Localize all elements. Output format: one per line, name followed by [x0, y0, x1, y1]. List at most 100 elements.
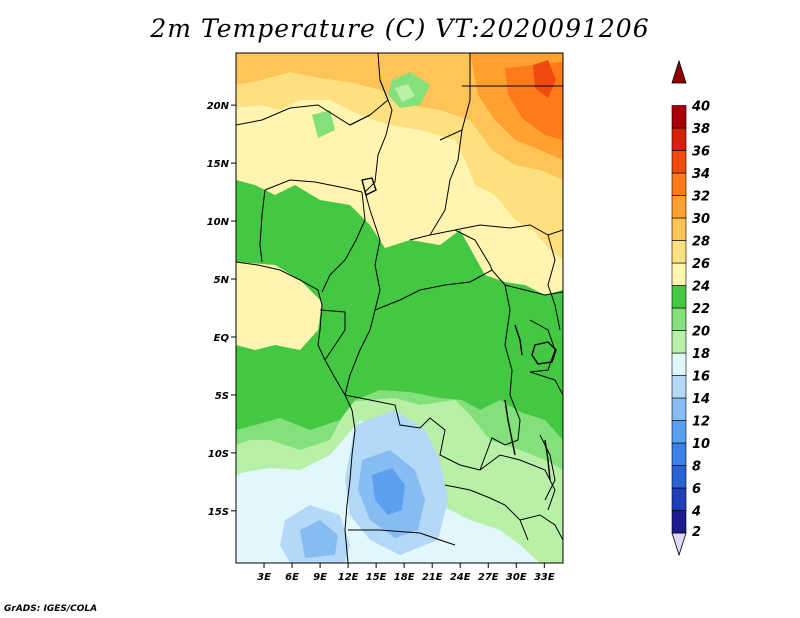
colorbar-label: 2: [692, 525, 701, 540]
colorbar-label: 14: [692, 392, 710, 407]
border-gabon-congo: [319, 309, 346, 361]
lon-tick-label: 18E: [394, 572, 415, 583]
lon-tick-label: 27E: [478, 572, 499, 583]
border-angola-namibia: [348, 529, 456, 546]
colorbar-label: 24: [692, 280, 710, 295]
border-benin: [259, 189, 266, 263]
lon-tick-label: 3E: [257, 572, 271, 583]
colorbar-label: 32: [692, 190, 710, 205]
lon-tick-label: 12E: [338, 572, 359, 583]
border-congo-drc: [344, 309, 376, 396]
lat-tick-label: 5S: [215, 391, 229, 402]
colorbar-label: 8: [692, 460, 701, 475]
colorbar-label: 30: [692, 212, 710, 227]
colorbar-label: 26: [692, 257, 710, 272]
colorbar-box: [671, 240, 687, 264]
colorbar-box: [671, 487, 687, 511]
field-band-36: [533, 60, 556, 98]
border-nigeria-cameroon: [321, 191, 366, 293]
border-southsudan-drc: [504, 284, 563, 296]
border-east-edge: [547, 234, 561, 331]
lake-victoria: [531, 341, 557, 365]
border-mali-niger: [236, 104, 371, 126]
lon-tick-label: 6E: [285, 572, 299, 583]
lon-tick-label: 30E: [506, 572, 527, 583]
colorbar-box: [671, 127, 687, 151]
border-niger-nigeria: [264, 179, 363, 193]
colorbar-label: 10: [692, 437, 710, 452]
colorbar-label: 4: [691, 505, 701, 520]
colorbar-box: [671, 195, 687, 219]
colorbar-box: [671, 330, 687, 354]
colorbar-label: 18: [692, 347, 710, 362]
border-chad-sudan: [409, 129, 463, 241]
colorbar-top-triangle: [671, 59, 687, 84]
border-libya-egypt: [439, 53, 471, 141]
colorbar-box: [671, 262, 687, 286]
colorbar-box: [671, 217, 687, 241]
lake-tanganyika: [504, 399, 516, 456]
lat-tick-label: 10S: [208, 449, 229, 460]
colorbar-bottom-triangle: [671, 532, 687, 557]
lon-tick-label: 15E: [366, 572, 387, 583]
colorbar-box: [671, 172, 687, 196]
border-uganda-kenya: [529, 319, 556, 373]
lake-chad: [361, 177, 377, 197]
colorbar-label: 12: [692, 415, 710, 430]
colorbar-label: 6: [692, 482, 701, 497]
colorbar-box: [671, 150, 687, 174]
colorbar-box: [671, 375, 687, 399]
map-title: 2m Temperature (C) VT:2020091206: [150, 14, 650, 43]
colorbar-label: 20: [692, 325, 710, 340]
lat-tick-label: 10N: [207, 217, 230, 228]
lat-tick-label: EQ: [214, 333, 230, 344]
credit-label: GrADS: IGES/COLA: [4, 604, 98, 614]
border-drc-angola: [344, 394, 481, 471]
border-cameroon-car: [369, 209, 381, 311]
colorbar-box: [671, 420, 687, 444]
lat-tick-label: 20N: [207, 101, 230, 112]
latitude-axis: 20N 15N 10N 5N EQ 5S 10S 15S: [207, 101, 236, 518]
lon-tick-label: 9E: [313, 572, 327, 583]
map-frame: [235, 52, 564, 564]
coastline: [236, 261, 356, 563]
colorbar-label: 22: [692, 302, 710, 317]
border-car-sudan: [429, 229, 493, 271]
field-band-12: [372, 468, 405, 515]
colorbar-box: [671, 442, 687, 466]
lon-tick-label: 33E: [534, 572, 555, 583]
border-zambia: [444, 484, 529, 541]
colorbar-label: 28: [692, 235, 710, 250]
lat-tick-label: 5N: [214, 275, 230, 286]
lake-albert: [514, 324, 523, 356]
field-patch-north-green-2: [395, 84, 415, 102]
border-tanzania: [529, 371, 563, 396]
longitude-axis: 3E 6E 9E 12E 15E 18E 21E 24E 27E 30E 33E: [257, 563, 555, 583]
colorbar-box: [671, 105, 687, 129]
colorbar-box: [671, 465, 687, 489]
border-sudan-southsudan: [454, 224, 563, 236]
lake-malawi: [544, 439, 551, 481]
colorbar-label: 40: [691, 100, 710, 115]
lon-tick-label: 21E: [422, 572, 443, 583]
lat-tick-label: 15S: [208, 507, 229, 518]
colorbar-box: [671, 352, 687, 376]
border-malawi: [539, 434, 556, 501]
border-zambia-zimbabwe: [479, 454, 556, 511]
colorbar-label: 36: [692, 145, 710, 160]
temperature-field: [236, 53, 563, 563]
lakes: [361, 177, 557, 481]
colorbar-box: [671, 285, 687, 309]
colorbar-label: 38: [692, 122, 710, 137]
country-boundaries: [236, 53, 563, 563]
border-drc-east: [479, 284, 521, 471]
border-mozambique: [519, 514, 563, 541]
colorbar-box: [671, 307, 687, 331]
colorbar-box: [671, 510, 687, 534]
lon-tick-label: 24E: [450, 572, 471, 583]
colorbar-label: 16: [692, 370, 710, 385]
colorbar-box: [671, 397, 687, 421]
colorbar-label: 34: [692, 167, 710, 182]
